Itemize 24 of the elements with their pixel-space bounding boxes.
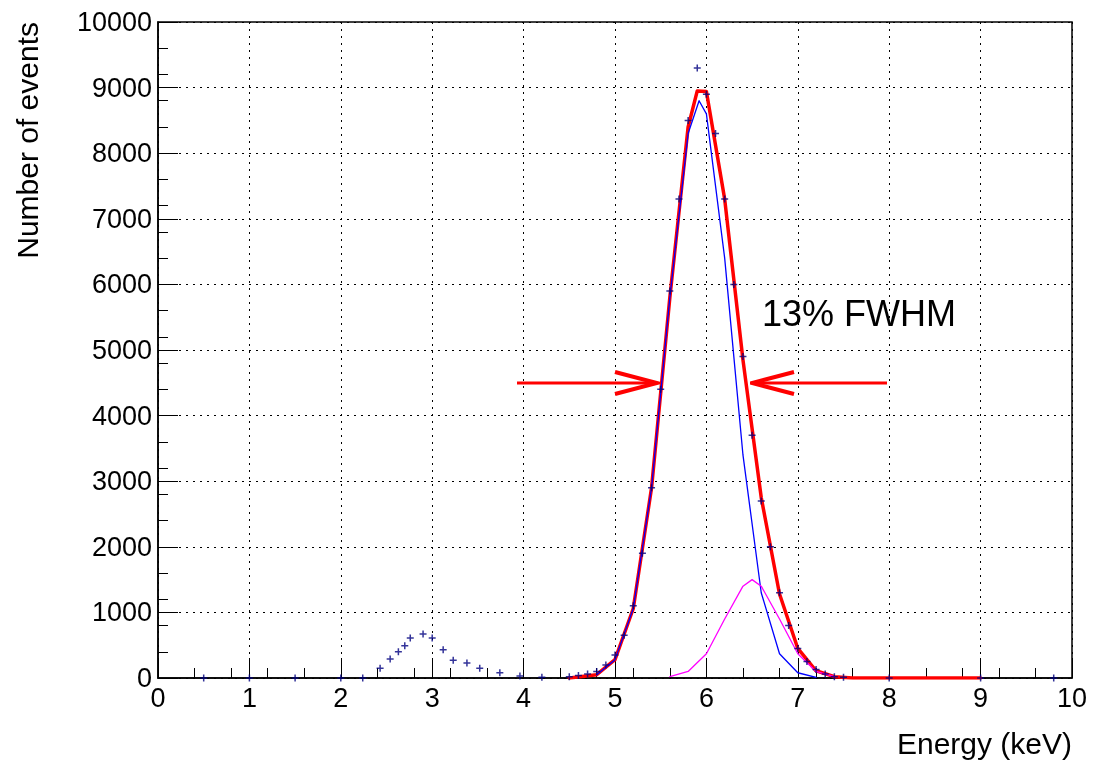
y-tick-label: 6000 (91, 269, 152, 300)
x-tick-label: 10 (1056, 682, 1088, 713)
y-tick-label: 1000 (91, 597, 152, 628)
x-tick-label: 3 (424, 682, 440, 713)
y-tick-label: 7000 (91, 203, 152, 234)
x-tick-label: 7 (790, 682, 806, 713)
x-axis-title: Energy (keV) (896, 726, 1073, 760)
y-tick-label: 0 (136, 663, 152, 693)
y-tick-label: 4000 (91, 400, 152, 431)
x-tick-label: 5 (607, 682, 623, 713)
x-tick-label: 4 (516, 682, 532, 713)
annotation: 13% FWHM (762, 292, 957, 334)
y-tick-label: 9000 (91, 72, 152, 103)
x-tick-label: 8 (881, 682, 897, 713)
x-tick-label: 1 (241, 682, 257, 713)
y-tick-label: 2000 (91, 531, 152, 562)
y-tick-label: 8000 (91, 138, 152, 169)
x-tick-label: 6 (698, 682, 714, 713)
y-tick-label: 3000 (91, 466, 152, 497)
y-tick-label: 10000 (76, 7, 152, 37)
y-tick-label: 5000 (91, 335, 152, 365)
y-axis-title: Number of events (10, 22, 44, 259)
x-tick-label: 2 (333, 682, 349, 713)
x-tick-label: 9 (973, 682, 989, 713)
